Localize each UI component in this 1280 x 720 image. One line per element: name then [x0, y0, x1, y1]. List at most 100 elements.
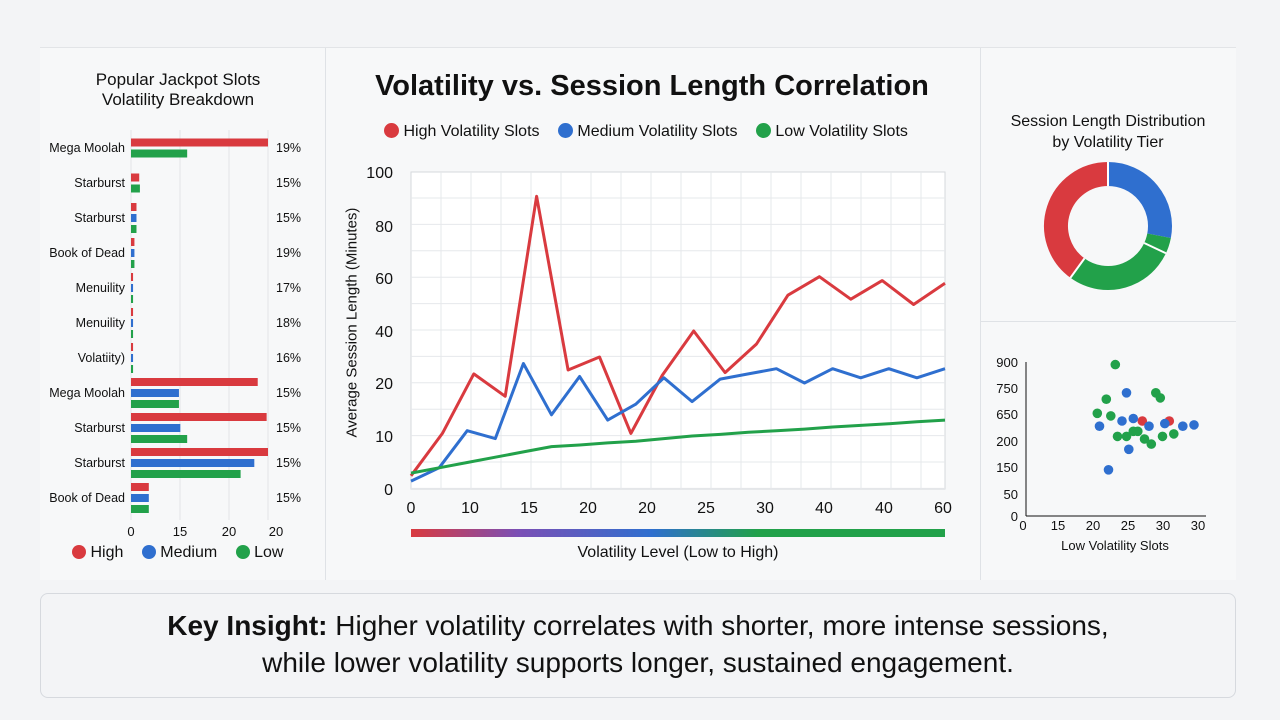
left-chart-title-line1: Popular Jackpot Slots	[95, 70, 261, 89]
bar-category-label: Starburst	[74, 211, 125, 225]
x-tick-label: 30	[1191, 518, 1205, 533]
insight-text-line2: while lower volatility supports longer, …	[262, 647, 1014, 678]
x-tick-label: 20	[222, 524, 236, 539]
main-x-axis-label: Volatility Level (Low to High)	[577, 544, 779, 561]
divider	[325, 48, 326, 580]
insight-text-line1: Higher volatility correlates with shorte…	[327, 610, 1109, 641]
bar	[131, 470, 241, 478]
x-tick-label: 15	[520, 500, 538, 517]
main-chart-title: Volatility vs. Session Length Correlatio…	[375, 70, 929, 102]
scatter-point	[1101, 394, 1112, 405]
bar	[131, 184, 140, 193]
bar-percent-label: 15%	[276, 456, 301, 470]
scatter-point	[1121, 431, 1132, 442]
x-tick-label: 20	[579, 500, 597, 517]
x-tick-label: 20	[1086, 518, 1100, 533]
bar	[131, 225, 137, 233]
bar	[131, 214, 137, 222]
bar	[131, 435, 188, 443]
legend-medium-swatch	[557, 123, 573, 138]
bar	[131, 173, 140, 182]
x-tick-label: 15	[1051, 518, 1065, 533]
x-tick-label: 0	[1019, 518, 1026, 533]
y-tick-label: 60	[375, 271, 393, 288]
y-tick-label: 20	[375, 376, 393, 393]
bar-percent-label: 17%	[276, 281, 301, 295]
main-y-axis-label: Average Session Length (Minutes)	[343, 207, 361, 438]
divider	[980, 48, 981, 580]
insight-heading: Key Insight:	[167, 610, 328, 641]
x-tick-label: 40	[875, 500, 893, 517]
y-tick-label: 750	[996, 381, 1018, 396]
legend-low-swatch	[235, 545, 250, 559]
x-tick-label: 60	[934, 500, 952, 517]
bar	[131, 378, 258, 386]
bar	[131, 149, 188, 158]
bar-category-label: Starburst	[74, 421, 125, 435]
bar-percent-label: 15%	[276, 176, 301, 190]
x-tick-label: 25	[1121, 518, 1135, 533]
legend-high-swatch	[384, 123, 399, 138]
volatility-gradient-bar	[411, 529, 945, 537]
bar-category-label: Starburst	[74, 176, 125, 190]
bar	[131, 138, 268, 147]
legend-low-label: Low	[254, 544, 284, 561]
scatter-point	[1137, 416, 1148, 426]
bar	[131, 424, 181, 432]
bar	[131, 448, 268, 456]
left-chart-title: Popular Jackpot Slots Volatility Breakdo…	[40, 70, 316, 110]
legend-high-label: High	[90, 544, 124, 561]
bar-category-label: Book of Dead	[49, 491, 125, 505]
bar	[131, 238, 135, 246]
scatter-point	[1124, 444, 1134, 455]
bar-category-label: Volatiity)	[78, 351, 125, 365]
scatter-point	[1155, 393, 1166, 403]
bar-percent-label: 19%	[276, 246, 301, 260]
scatter-point	[1121, 388, 1132, 398]
bar	[131, 203, 137, 211]
legend-low-swatch	[755, 123, 771, 138]
x-tick-label: 10	[461, 500, 479, 517]
bar-category-label: Book of Dead	[49, 246, 125, 260]
donut-slice	[1044, 162, 1109, 278]
series-line	[409, 194, 946, 477]
bar	[131, 284, 134, 292]
scatter-point	[1094, 421, 1105, 432]
divider	[981, 321, 1236, 322]
bar-category-label: Starburst	[74, 456, 125, 470]
scatter-point	[1144, 421, 1154, 432]
x-tick-label: 0	[407, 500, 416, 517]
y-tick-label: 200	[996, 434, 1018, 449]
donut-chart-title: Session Length Distribution by Volatilit…	[985, 111, 1231, 153]
x-tick-label: 0	[127, 524, 134, 539]
scatter-point	[1128, 413, 1139, 424]
donut-slice	[1070, 232, 1171, 290]
y-tick-label: 0	[384, 482, 393, 499]
y-tick-label: 900	[996, 355, 1018, 370]
bar	[131, 400, 179, 408]
bar-percent-label: 18%	[276, 316, 301, 330]
scatter-point	[1117, 416, 1127, 426]
y-tick-label: 40	[375, 324, 393, 341]
bar-category-label: Mega Moolah	[49, 386, 125, 400]
bar-category-label: Mega Moolah	[49, 141, 125, 155]
bar-percent-label: 15%	[276, 491, 301, 505]
bar-percent-label: 15%	[276, 211, 301, 225]
scatter-point	[1112, 431, 1123, 442]
y-tick-label: 100	[366, 165, 393, 182]
scatter-point	[1178, 421, 1188, 432]
donut-separator	[1069, 257, 1086, 279]
x-tick-label: 30	[756, 500, 774, 517]
legend-medium-label: Medium Volatility Slots	[577, 123, 738, 140]
donut-title-line1: Session Length Distribution	[1010, 113, 1206, 130]
bar	[131, 343, 134, 351]
legend-medium-label: Medium	[160, 544, 218, 561]
scatter-point	[1103, 465, 1114, 475]
bar	[131, 459, 255, 467]
bar	[131, 483, 149, 491]
legend-high-swatch	[72, 545, 86, 559]
left-chart-title-line2: Volatility Breakdown	[101, 90, 255, 109]
scatter-point	[1092, 408, 1103, 419]
bar	[131, 295, 134, 303]
